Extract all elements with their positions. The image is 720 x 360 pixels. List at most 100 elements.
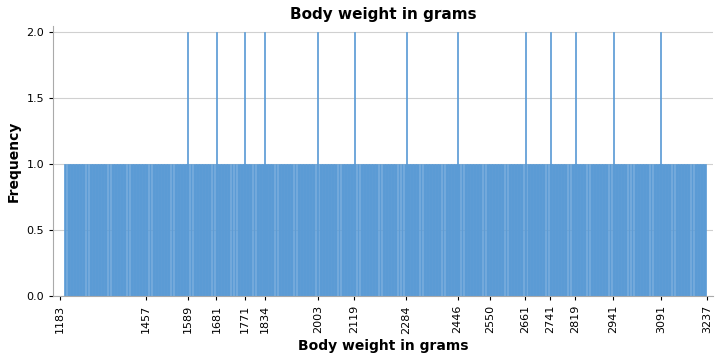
Bar — [552, 164, 554, 296]
Bar — [675, 164, 678, 296]
Bar — [486, 164, 489, 296]
Bar — [406, 32, 407, 296]
Bar — [174, 164, 176, 296]
Bar — [647, 164, 649, 296]
Bar — [665, 164, 668, 296]
Bar — [599, 164, 602, 296]
Bar — [523, 164, 526, 296]
Bar — [662, 164, 665, 296]
Bar — [476, 164, 479, 296]
Bar — [621, 164, 624, 296]
Bar — [86, 164, 89, 296]
Bar — [628, 164, 630, 296]
Bar — [660, 32, 661, 296]
Bar — [407, 164, 410, 296]
Bar — [631, 164, 634, 296]
Bar — [132, 164, 135, 296]
Bar — [429, 164, 432, 296]
Bar — [391, 164, 394, 296]
Bar — [63, 164, 66, 296]
Bar — [244, 32, 246, 296]
Bar — [354, 32, 355, 296]
Bar — [688, 164, 690, 296]
Bar — [310, 164, 312, 296]
Bar — [120, 164, 123, 296]
Bar — [596, 164, 599, 296]
Bar — [574, 164, 577, 296]
Bar — [659, 164, 662, 296]
Bar — [536, 164, 539, 296]
Bar — [294, 164, 297, 296]
Bar — [438, 164, 441, 296]
Bar — [555, 164, 558, 296]
Bar — [672, 164, 675, 296]
Bar — [243, 164, 246, 296]
Bar — [338, 164, 341, 296]
Bar — [161, 164, 164, 296]
Bar — [221, 164, 224, 296]
Bar — [130, 164, 132, 296]
Bar — [432, 164, 435, 296]
Bar — [102, 164, 104, 296]
Bar — [457, 32, 458, 296]
Bar — [700, 164, 703, 296]
Bar — [180, 164, 183, 296]
Bar — [152, 164, 155, 296]
Bar — [259, 164, 261, 296]
Bar — [482, 164, 485, 296]
Bar — [281, 164, 284, 296]
Bar — [697, 164, 700, 296]
Bar — [558, 164, 561, 296]
Bar — [315, 164, 318, 296]
Bar — [335, 164, 338, 296]
Bar — [684, 164, 687, 296]
Bar — [158, 164, 161, 296]
Bar — [215, 164, 217, 296]
Bar — [668, 164, 671, 296]
Bar — [382, 164, 384, 296]
Bar — [306, 164, 309, 296]
Bar — [354, 164, 356, 296]
Bar — [564, 164, 567, 296]
Bar — [262, 164, 265, 296]
Bar — [269, 164, 271, 296]
Bar — [653, 164, 655, 296]
Bar — [322, 164, 325, 296]
Bar — [249, 164, 252, 296]
Bar — [624, 164, 627, 296]
Bar — [615, 164, 618, 296]
Bar — [511, 164, 514, 296]
Bar — [473, 164, 476, 296]
Bar — [521, 164, 523, 296]
Bar — [104, 164, 107, 296]
Bar — [567, 164, 570, 296]
Bar — [587, 164, 590, 296]
Bar — [397, 164, 400, 296]
Bar — [388, 164, 391, 296]
Bar — [168, 164, 171, 296]
Bar — [95, 164, 98, 296]
X-axis label: Body weight in grams: Body weight in grams — [298, 339, 469, 353]
Bar — [127, 164, 130, 296]
Bar — [583, 164, 586, 296]
Bar — [184, 164, 186, 296]
Bar — [287, 164, 290, 296]
Bar — [385, 164, 388, 296]
Bar — [218, 164, 221, 296]
Bar — [228, 164, 230, 296]
Bar — [278, 164, 281, 296]
Y-axis label: Frequency: Frequency — [7, 120, 21, 202]
Bar — [171, 164, 174, 296]
Bar — [196, 164, 199, 296]
Bar — [212, 164, 215, 296]
Bar — [690, 164, 693, 296]
Bar — [328, 164, 331, 296]
Bar — [341, 164, 343, 296]
Bar — [640, 164, 643, 296]
Bar — [525, 32, 526, 296]
Bar — [284, 164, 287, 296]
Bar — [189, 164, 192, 296]
Bar — [347, 164, 350, 296]
Bar — [164, 164, 167, 296]
Bar — [89, 164, 91, 296]
